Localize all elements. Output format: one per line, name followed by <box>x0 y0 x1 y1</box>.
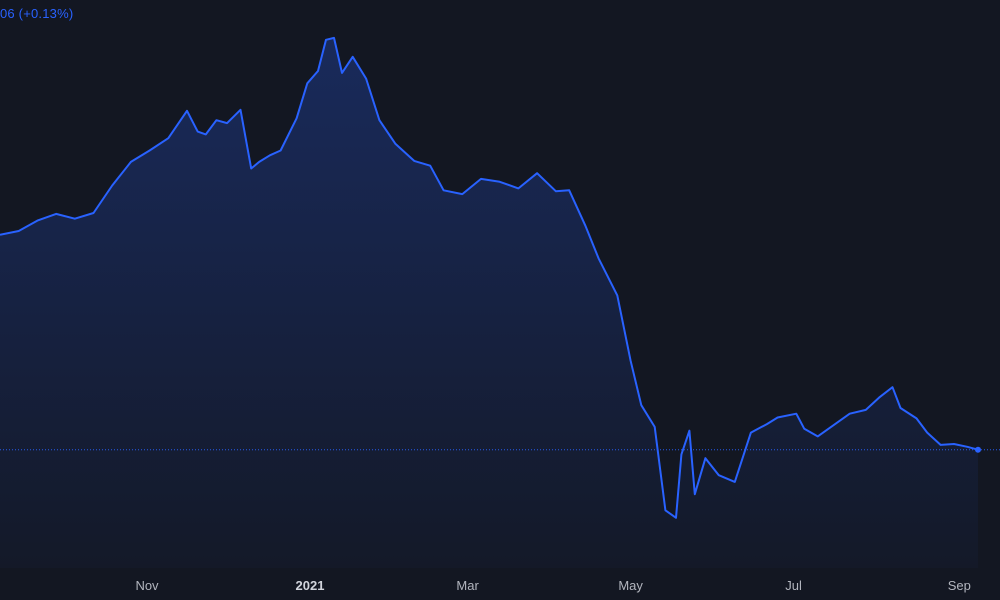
x-tick-label: Sep <box>948 578 971 593</box>
x-tick-label: Mar <box>456 578 479 593</box>
x-tick-label: Jul <box>785 578 802 593</box>
price-line[interactable] <box>0 36 979 519</box>
x-tick-label: 2021 <box>296 578 325 593</box>
x-tick-label: Nov <box>135 578 159 593</box>
price-area-fill <box>0 37 978 568</box>
x-tick-label: May <box>618 578 643 593</box>
price-change-label: 06 (+0.13%) <box>0 6 74 21</box>
last-price-marker[interactable] <box>975 446 981 453</box>
